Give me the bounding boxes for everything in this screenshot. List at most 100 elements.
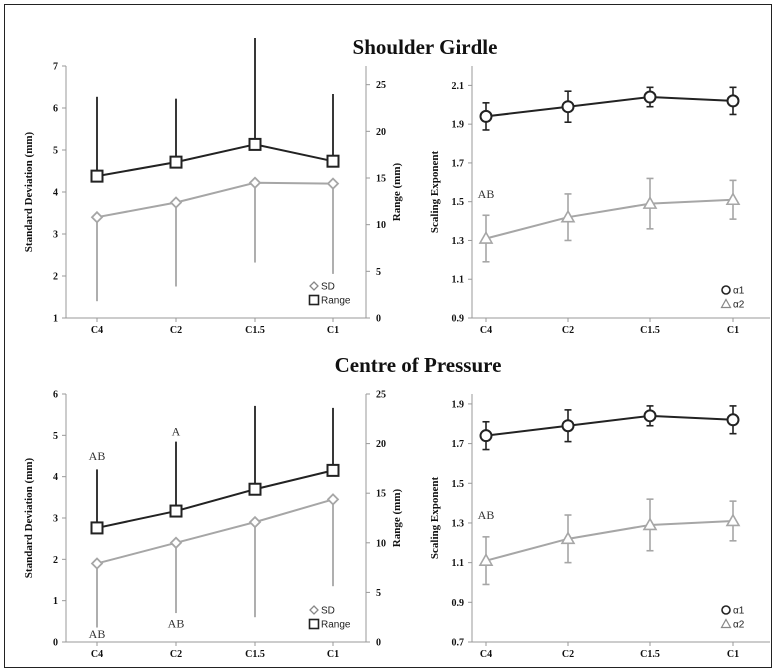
y-tick-label: 1.7 xyxy=(452,158,465,169)
y-tick-label: 0.9 xyxy=(452,598,465,609)
y-tick-label: 2 xyxy=(53,555,58,566)
section-title-cop: Centre of Pressure xyxy=(335,353,502,377)
data-point xyxy=(478,553,494,566)
y-tick-label: 0.9 xyxy=(452,314,465,325)
y2-tick-label: 0 xyxy=(376,638,381,649)
data-point xyxy=(326,177,340,190)
data-point xyxy=(479,109,493,123)
x-tick-label: C4 xyxy=(480,325,492,336)
data-point xyxy=(561,419,575,433)
chart-shoulder-sd-range: 1 2 3 4 5 6 7 0 5 10 15 20 25 C4 C2 C1.5 C1 Standard Devi… xyxy=(23,38,403,336)
data-point xyxy=(326,463,340,477)
data-point xyxy=(560,209,576,223)
x-tick-label: C2 xyxy=(170,649,182,660)
data-point xyxy=(169,155,183,169)
legend-marker xyxy=(309,281,319,291)
y-tick-label: 2 xyxy=(53,272,58,283)
y-axis-title: Standard Deviation (mm) xyxy=(23,457,35,578)
data-point xyxy=(90,169,104,183)
annotation-label: AB xyxy=(478,187,495,201)
y-tick-label: 1.5 xyxy=(452,479,465,490)
y-tick-label: 6 xyxy=(53,390,58,401)
y2-tick-label: 5 xyxy=(376,267,381,278)
y2-tick-label: 10 xyxy=(376,538,386,549)
x-tick-label: C4 xyxy=(480,649,492,660)
legend-marker xyxy=(309,605,319,615)
legend-label: α2 xyxy=(733,620,745,631)
x-tick-label: C2 xyxy=(170,325,182,336)
y-tick-label: 1.3 xyxy=(452,518,465,529)
legend-label: α1 xyxy=(733,286,745,297)
series-line xyxy=(485,96,734,118)
x-tick-label: C2 xyxy=(562,649,574,660)
legend-label: Range xyxy=(321,296,351,307)
data-point xyxy=(248,515,262,529)
data-point xyxy=(90,210,104,224)
data-point xyxy=(326,154,340,168)
annotation-label: AB xyxy=(478,508,495,522)
data-point xyxy=(643,90,657,104)
figure-frame xyxy=(4,4,772,668)
y-tick-label: 1.1 xyxy=(452,275,465,286)
legend-marker xyxy=(720,618,732,629)
section-title-shoulder: Shoulder Girdle xyxy=(353,35,498,59)
y-tick-label: 1 xyxy=(53,314,58,325)
y-tick-label: 4 xyxy=(53,188,58,199)
y-axis-title: Scaling Exponent xyxy=(429,151,441,234)
y2-tick-label: 15 xyxy=(376,489,386,500)
data-point xyxy=(642,196,658,209)
x-tick-label: C1 xyxy=(327,649,339,660)
y2-tick-label: 25 xyxy=(376,390,386,401)
series-sd xyxy=(90,176,340,302)
data-point xyxy=(726,413,740,427)
series-line xyxy=(485,198,734,240)
legend-label: Range xyxy=(321,620,351,631)
data-point xyxy=(169,196,183,209)
data-point xyxy=(725,513,741,527)
y-tick-label: 3 xyxy=(53,230,58,241)
annotation-label: AB xyxy=(89,449,106,463)
legend-marker xyxy=(721,605,731,615)
y-tick-label: 1.9 xyxy=(452,120,465,131)
y-tick-label: 1 xyxy=(53,596,58,607)
y-tick-label: 0 xyxy=(53,638,58,649)
data-point xyxy=(248,137,262,151)
series-α2 xyxy=(478,498,741,586)
legend-marker xyxy=(308,618,320,630)
y2-axis-title: Range (mm) xyxy=(391,162,403,221)
chart-cop-scaling: 0.7 0.9 1.1 1.3 1.5 1.7 1.9 C4 C2 C1.5 C1 Scaling E… xyxy=(429,394,770,660)
y-tick-label: 1.7 xyxy=(452,439,465,450)
annotation-label: AB xyxy=(168,617,185,631)
y-tick-label: 5 xyxy=(53,431,58,442)
legend-marker xyxy=(720,298,732,309)
y2-tick-label: 10 xyxy=(376,220,386,231)
series-α1 xyxy=(479,86,740,131)
series-sd xyxy=(90,493,340,628)
series-line xyxy=(485,414,734,437)
series-line xyxy=(485,519,734,562)
x-tick-label: C4 xyxy=(91,649,103,660)
legend-marker xyxy=(308,294,320,306)
y-tick-label: 5 xyxy=(53,146,58,157)
y-tick-label: 6 xyxy=(53,104,58,115)
annotation-label: A xyxy=(172,424,181,438)
data-point xyxy=(169,504,183,518)
legend-marker xyxy=(721,285,731,295)
y2-axis-title: Range (mm) xyxy=(391,488,403,547)
y-tick-label: 1.1 xyxy=(452,558,465,569)
y-tick-label: 7 xyxy=(53,62,58,73)
data-point xyxy=(248,482,262,496)
x-tick-label: C1 xyxy=(327,325,339,336)
data-point xyxy=(90,557,104,570)
y2-tick-label: 25 xyxy=(376,80,386,91)
y2-tick-label: 15 xyxy=(376,174,386,185)
series-α1 xyxy=(479,405,740,451)
y-tick-label: 1.5 xyxy=(452,197,465,208)
y-tick-label: 2.1 xyxy=(452,81,465,92)
x-tick-label: C1.5 xyxy=(640,649,660,660)
x-tick-label: C1.5 xyxy=(245,649,265,660)
data-point xyxy=(478,230,494,244)
y-axis-title: Scaling Exponent xyxy=(429,477,441,560)
